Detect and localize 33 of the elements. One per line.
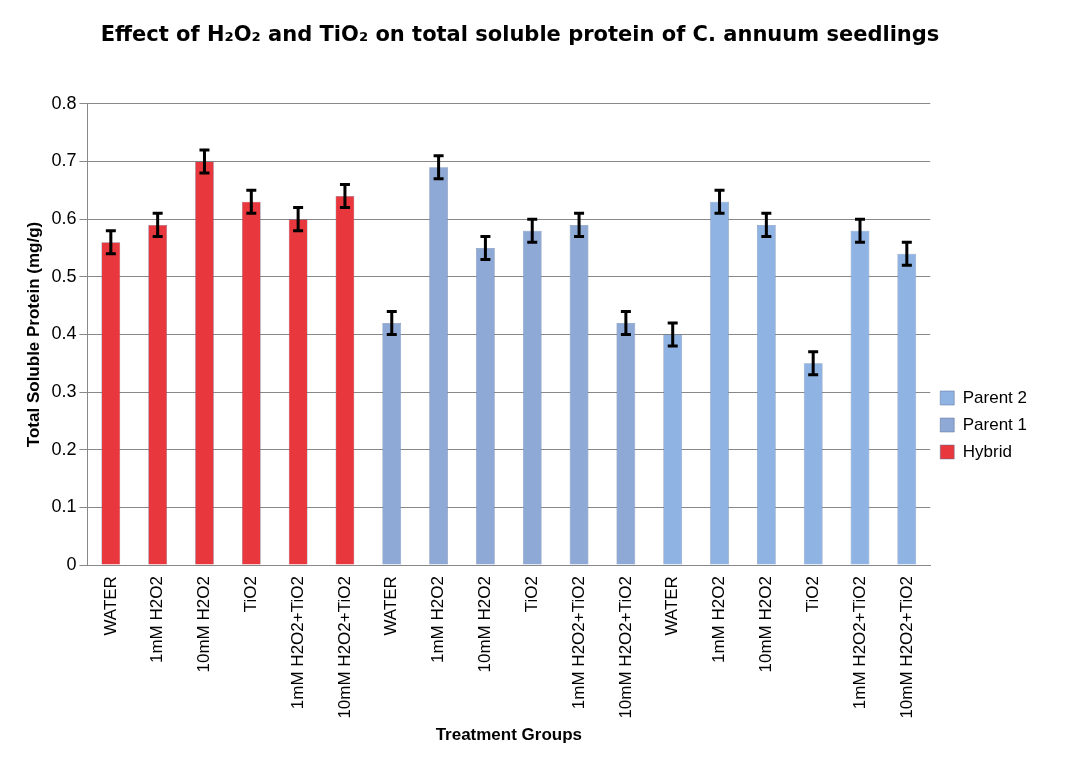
x-tick-label: 10mM H2O2 — [475, 576, 495, 673]
x-tick-label: 10mM H2O2+TiO2 — [615, 576, 635, 719]
x-tick-label: WATER — [100, 576, 120, 636]
x-tick-label: 10mM H2O2 — [194, 576, 214, 673]
y-axis-title: Total Soluble Protein (mg/g) — [23, 221, 43, 448]
x-tick-label: TiO2 — [802, 576, 822, 613]
y-tick-label: 0.8 — [51, 92, 77, 113]
x-tick-label: WATER — [662, 576, 682, 636]
x-tick-label: 1mM H2O2+TiO2 — [849, 576, 869, 710]
legend-label: Hybrid — [962, 441, 1012, 461]
y-tick-label: 0.7 — [51, 150, 77, 171]
x-tick-label: 1mM H2O2+TiO2 — [287, 576, 307, 710]
x-axis-title: Treatment Groups — [435, 725, 583, 745]
y-tick-label: 0.5 — [51, 265, 77, 286]
x-tick-label: 10mM H2O2 — [756, 576, 776, 673]
y-tick-label: 0.3 — [51, 381, 77, 402]
x-tick-label: 1mM H2O2 — [428, 576, 448, 664]
y-tick-label: 0 — [66, 554, 77, 575]
x-tick-label: 10mM H2O2+TiO2 — [334, 576, 354, 719]
x-tick-label: WATER — [381, 576, 401, 636]
chart-title: Effect of H₂O₂ and TiO₂ on total soluble protein of C. annuum seedlings — [99, 21, 941, 48]
legend-label: Parent 2 — [962, 387, 1027, 407]
y-tick-label: 0.4 — [51, 323, 77, 344]
legend-label: Parent 1 — [962, 414, 1027, 434]
x-tick-label: 1mM H2O2 — [709, 576, 729, 664]
y-tick-label: 0.1 — [51, 496, 77, 517]
x-tick-label: 1mM H2O2+TiO2 — [568, 576, 588, 710]
y-tick-label: 0.6 — [51, 208, 77, 229]
x-tick-label: 1mM H2O2 — [147, 576, 167, 664]
x-tick-label: TiO2 — [521, 576, 541, 613]
x-tick-label: 10mM H2O2+TiO2 — [896, 576, 916, 719]
y-tick-label: 0.2 — [51, 438, 77, 459]
x-tick-label: TiO2 — [240, 576, 260, 613]
